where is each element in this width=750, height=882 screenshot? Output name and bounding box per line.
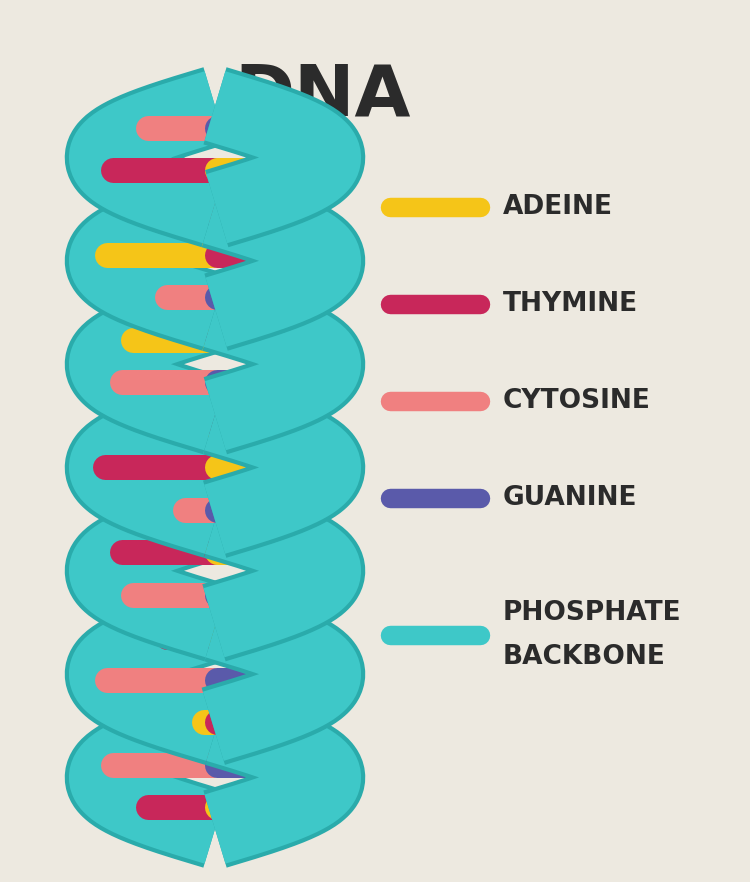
Text: DNA: DNA <box>234 62 411 131</box>
Text: CYTOSINE: CYTOSINE <box>503 388 650 415</box>
Text: ADEINE: ADEINE <box>503 194 613 220</box>
Text: GUANINE: GUANINE <box>503 485 637 512</box>
Text: THYMINE: THYMINE <box>503 291 638 318</box>
Text: PHOSPHATE: PHOSPHATE <box>503 600 681 626</box>
Text: BACKBONE: BACKBONE <box>503 644 665 670</box>
